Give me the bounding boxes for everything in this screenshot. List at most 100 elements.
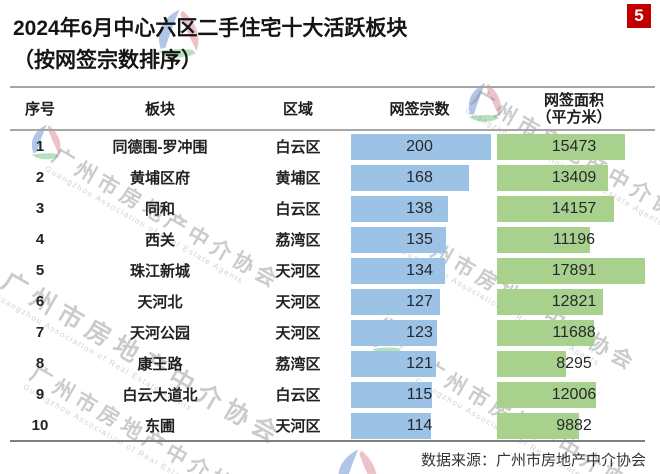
table-row: 1 同德围-罗冲围 白云区 200 15473: [10, 131, 655, 162]
header-area: 网签面积 （平方米）: [536, 91, 612, 126]
area-value: 12821: [551, 292, 597, 310]
deals-value: 127: [406, 292, 433, 310]
area-data-bar: [497, 288, 603, 315]
page-title: 2024年6月中心六区二手住宅十大活跃板块 （按网签宗数排序）: [13, 13, 407, 77]
deals-cell: 123: [346, 319, 493, 346]
area-cell: 9882: [493, 412, 655, 439]
deals-value: 121: [406, 354, 433, 372]
area-data-bar: [497, 257, 645, 284]
deals-data-bar: [351, 257, 445, 284]
area-cell: 13409: [493, 164, 655, 191]
page-title-line2: （按网签宗数排序）: [13, 49, 202, 72]
deals-value: 138: [406, 199, 433, 217]
area-value: 14157: [551, 199, 597, 217]
table-row: 3 同和 白云区 138 14157: [10, 193, 655, 224]
district-cell: 天河区: [275, 294, 321, 311]
area-data-bar: [497, 195, 614, 222]
deals-cell: 127: [346, 288, 493, 315]
area-cell: 11688: [493, 319, 655, 346]
row-index-cell: 2: [35, 169, 45, 186]
area-cell: 8295: [493, 350, 655, 377]
district-cell: 白云区: [275, 387, 321, 404]
sector-name-cell: 天河北: [137, 294, 183, 311]
area-value: 12006: [551, 385, 597, 403]
district-cell: 荔湾区: [275, 356, 321, 373]
district-cell: 黄埔区: [275, 170, 321, 187]
row-index-cell: 1: [35, 138, 45, 155]
deals-cell: 115: [346, 381, 493, 408]
area-cell: 12006: [493, 381, 655, 408]
header-district: 区域: [282, 101, 313, 118]
data-source-note: 数据来源：广州市房地产中介协会: [420, 452, 646, 469]
deals-data-bar: [351, 412, 431, 439]
deals-data-bar: [351, 381, 432, 408]
sector-name-cell: 东圃: [144, 418, 175, 435]
table-row: 7 天河公园 天河区 123 11688: [10, 317, 655, 348]
page-number-badge: 5: [627, 4, 651, 28]
deals-data-bar: [351, 350, 436, 377]
sector-name-cell: 西关: [144, 232, 175, 249]
row-index-cell: 4: [35, 231, 45, 248]
deals-data-bar: [351, 133, 491, 160]
area-value: 17891: [551, 261, 597, 279]
deals-value: 134: [406, 261, 433, 279]
area-data-bar: [497, 319, 594, 346]
deals-value: 135: [406, 230, 433, 248]
header-sector: 板块: [144, 101, 175, 118]
row-index-cell: 5: [35, 262, 45, 279]
table-row: 5 珠江新城 天河区 134 17891: [10, 255, 655, 286]
area-data-bar: [497, 412, 579, 439]
deals-cell: 114: [346, 412, 493, 439]
area-data-bar: [497, 226, 590, 253]
deals-data-bar: [351, 226, 446, 253]
sector-name-cell: 同德围-罗冲围: [112, 139, 208, 156]
deals-data-bar: [351, 164, 469, 191]
sector-name-cell: 白云大道北: [122, 387, 198, 404]
deals-value: 200: [406, 137, 433, 155]
area-value: 11196: [552, 230, 596, 248]
row-index-cell: 9: [35, 386, 45, 403]
deals-data-bar: [351, 195, 448, 222]
district-cell: 白云区: [275, 139, 321, 156]
page-title-line1: 2024年6月中心六区二手住宅十大活跃板块: [13, 17, 408, 40]
row-index-cell: 6: [35, 293, 45, 310]
deals-value: 168: [406, 168, 433, 186]
deals-cell: 168: [346, 164, 493, 191]
header-deals: 网签宗数: [389, 101, 450, 118]
header-index: 序号: [24, 101, 55, 118]
area-value: 13409: [551, 168, 597, 186]
deals-data-bar: [351, 288, 440, 315]
district-cell: 天河区: [275, 263, 321, 280]
area-value: 15473: [551, 137, 597, 155]
association-logo-watermark: [328, 446, 384, 474]
table-body: 1 同德围-罗冲围 白云区 200 15473 2 黄埔区府 黄埔区 168 1…: [10, 131, 655, 441]
row-index-cell: 7: [35, 324, 45, 341]
sector-name-cell: 康王路: [137, 356, 183, 373]
area-cell: 11196: [493, 226, 655, 253]
row-index-cell: 10: [31, 417, 49, 434]
area-cell: 15473: [493, 133, 655, 160]
area-cell: 12821: [493, 288, 655, 315]
table-header-row: 序号 板块 区域 网签宗数 网签面积 （平方米）: [10, 86, 655, 131]
area-cell: 17891: [493, 257, 655, 284]
table-row: 6 天河北 天河区 127 12821: [10, 286, 655, 317]
row-index-cell: 8: [35, 355, 45, 372]
deals-cell: 200: [346, 133, 493, 160]
table-row: 10 东圃 天河区 114 9882: [10, 410, 655, 441]
sector-name-cell: 同和: [144, 201, 175, 218]
area-cell: 14157: [493, 195, 655, 222]
area-data-bar: [497, 381, 596, 408]
area-value: 9882: [556, 416, 592, 434]
area-value: 8295: [556, 354, 592, 372]
footer-divider: [10, 440, 645, 442]
sector-name-cell: 天河公园: [129, 325, 190, 342]
deals-value: 115: [406, 385, 433, 403]
deals-cell: 121: [346, 350, 493, 377]
table-row: 9 白云大道北 白云区 115 12006: [10, 379, 655, 410]
area-value: 11688: [552, 323, 596, 341]
table-row: 8 康王路 荔湾区 121 8295: [10, 348, 655, 379]
sector-name-cell: 珠江新城: [129, 263, 190, 280]
deals-value: 114: [406, 416, 433, 434]
row-index-cell: 3: [35, 200, 45, 217]
